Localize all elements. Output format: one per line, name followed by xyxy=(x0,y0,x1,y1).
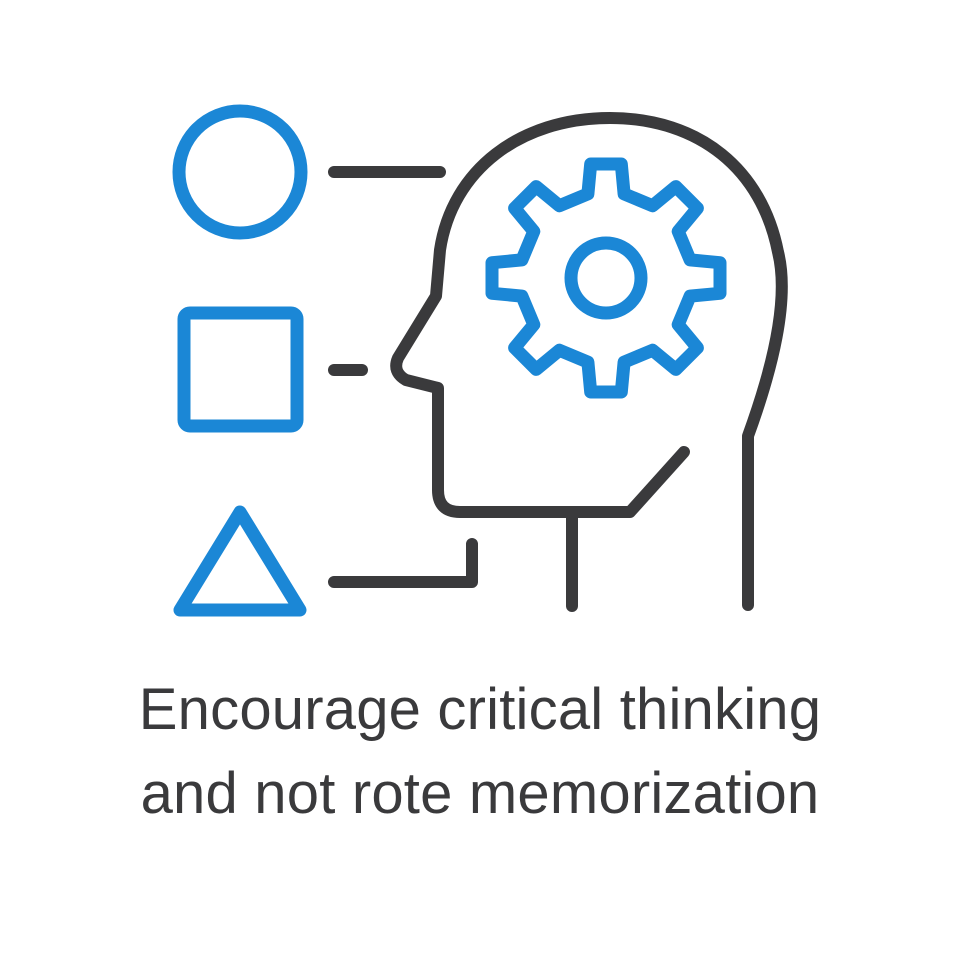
critical-thinking-illustration xyxy=(172,104,788,617)
circle-shape-icon xyxy=(172,104,308,240)
caption-line-1: Encourage critical thinking xyxy=(138,677,822,742)
square-shape-icon xyxy=(177,306,304,433)
gear-icon xyxy=(485,157,727,399)
connector-line-triangle xyxy=(328,538,478,588)
caption-text: Encourage critical thinking and not rote… xyxy=(0,668,960,836)
human-head-profile-icon xyxy=(390,112,788,611)
triangle-shape-icon xyxy=(173,505,307,617)
caption-line-2: and not rote memorization xyxy=(140,761,820,826)
